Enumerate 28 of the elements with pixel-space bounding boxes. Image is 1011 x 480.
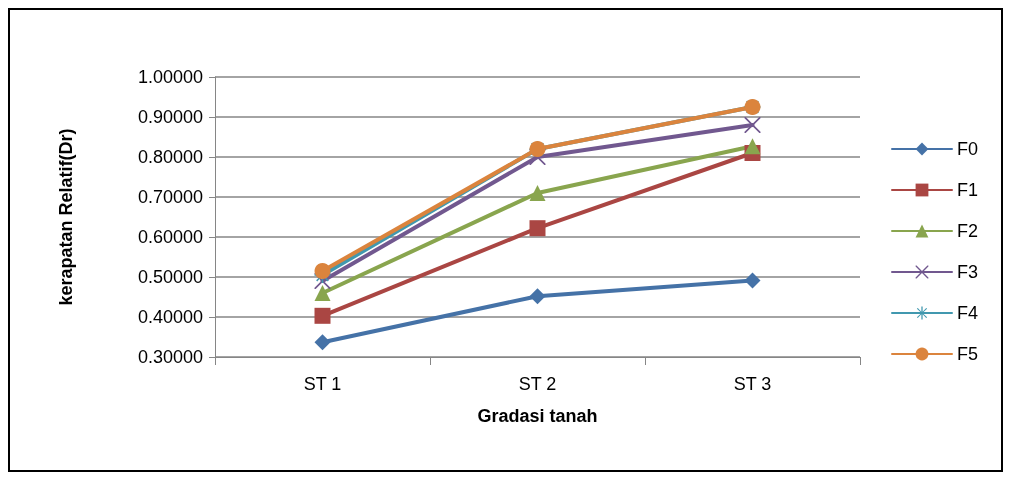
legend-label: F4 xyxy=(956,303,979,323)
legend-label: F0 xyxy=(956,139,979,159)
y-tick-label: 1.00000 xyxy=(137,67,203,87)
legend-label: F2 xyxy=(956,221,979,241)
y-tick-label: 0.50000 xyxy=(137,267,203,287)
point xyxy=(314,334,331,351)
legend-label: F1 xyxy=(956,180,979,200)
y-tick-label: 0.60000 xyxy=(137,227,203,247)
y-tick-label: 0.40000 xyxy=(137,307,203,327)
y-axis-title: kerapatan Relatif(Dr) xyxy=(56,128,76,306)
point xyxy=(314,263,331,279)
point xyxy=(529,220,546,237)
x-tick-label: ST 2 xyxy=(518,374,557,394)
point xyxy=(314,307,331,324)
y-tick-label: 0.90000 xyxy=(137,107,203,127)
y-tick-label: 0.70000 xyxy=(137,187,203,207)
y-tick-label: 0.80000 xyxy=(137,147,203,167)
x-tick-label: ST 1 xyxy=(303,374,342,394)
x-tick-label: ST 3 xyxy=(733,374,772,394)
y-tick-label: 0.30000 xyxy=(137,347,203,367)
point xyxy=(744,272,761,289)
x-axis-title: Gradasi tanah xyxy=(477,406,598,426)
legend-label: F3 xyxy=(956,262,979,282)
legend-label: F5 xyxy=(956,344,979,364)
point xyxy=(529,185,546,201)
point xyxy=(744,138,761,155)
point xyxy=(529,288,546,305)
point xyxy=(314,285,331,301)
